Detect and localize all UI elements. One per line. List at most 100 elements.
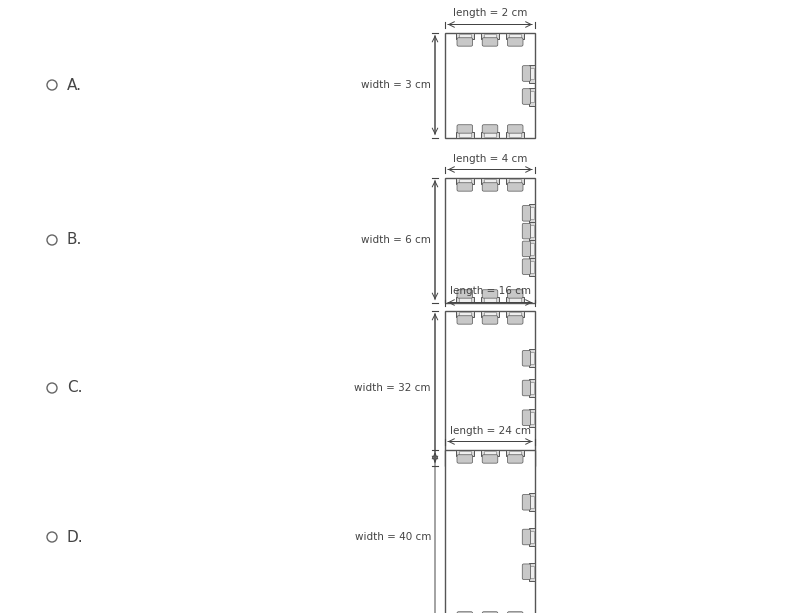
Bar	[445, 311, 535, 465]
Bar	[484, 311, 496, 316]
Bar	[484, 132, 496, 137]
Bar	[481, 297, 499, 302]
Bar	[530, 261, 534, 273]
Bar	[530, 207, 534, 219]
Bar	[459, 178, 470, 183]
Bar	[484, 297, 496, 302]
Text: width = 32 cm: width = 32 cm	[354, 383, 431, 393]
Bar	[484, 460, 496, 465]
Bar	[529, 257, 535, 276]
FancyBboxPatch shape	[522, 564, 530, 579]
Bar	[530, 243, 534, 255]
Bar	[529, 493, 535, 511]
Text: length = 2 cm: length = 2 cm	[453, 9, 527, 18]
Bar	[510, 297, 521, 302]
FancyBboxPatch shape	[457, 453, 473, 461]
FancyBboxPatch shape	[522, 351, 530, 366]
Bar	[510, 460, 521, 465]
Bar	[510, 178, 521, 183]
Text: C.: C.	[67, 381, 82, 395]
FancyBboxPatch shape	[507, 453, 523, 461]
Bar	[529, 563, 535, 581]
Bar	[530, 412, 534, 424]
Bar	[456, 297, 474, 302]
FancyBboxPatch shape	[522, 66, 530, 82]
FancyBboxPatch shape	[522, 89, 530, 104]
FancyBboxPatch shape	[457, 612, 473, 613]
Bar	[530, 382, 534, 394]
FancyBboxPatch shape	[522, 410, 530, 425]
Bar	[445, 32, 535, 137]
Bar	[529, 64, 535, 83]
Bar	[510, 311, 521, 316]
Bar	[530, 352, 534, 364]
Text: width = 3 cm: width = 3 cm	[361, 80, 431, 90]
Bar	[459, 451, 470, 455]
FancyBboxPatch shape	[482, 316, 498, 324]
Bar	[506, 33, 524, 39]
Bar	[529, 379, 535, 397]
Text: width = 40 cm: width = 40 cm	[354, 532, 431, 542]
FancyBboxPatch shape	[522, 241, 530, 257]
Bar	[484, 34, 496, 38]
FancyBboxPatch shape	[507, 183, 523, 191]
Bar	[481, 460, 499, 465]
Bar	[456, 450, 474, 456]
FancyBboxPatch shape	[457, 38, 473, 46]
Bar	[529, 222, 535, 240]
Bar	[530, 91, 534, 102]
FancyBboxPatch shape	[457, 290, 473, 298]
Bar	[506, 460, 524, 465]
Bar	[456, 33, 474, 39]
FancyBboxPatch shape	[507, 455, 523, 463]
Bar	[506, 178, 524, 184]
FancyBboxPatch shape	[482, 183, 498, 191]
Text: length = 16 cm: length = 16 cm	[450, 286, 530, 297]
Text: B.: B.	[67, 232, 82, 248]
Bar	[456, 132, 474, 137]
FancyBboxPatch shape	[482, 453, 498, 461]
Bar	[510, 34, 521, 38]
Bar	[506, 450, 524, 456]
Bar	[481, 450, 499, 456]
Bar	[529, 528, 535, 546]
Bar	[459, 132, 470, 137]
FancyBboxPatch shape	[507, 316, 523, 324]
Bar	[530, 67, 534, 79]
FancyBboxPatch shape	[482, 612, 498, 613]
Bar	[481, 132, 499, 137]
FancyBboxPatch shape	[507, 38, 523, 46]
Bar	[456, 460, 474, 465]
FancyBboxPatch shape	[482, 38, 498, 46]
Text: D.: D.	[67, 530, 84, 544]
Bar	[459, 311, 470, 316]
Bar	[529, 409, 535, 427]
Bar	[456, 178, 474, 184]
Bar	[529, 204, 535, 223]
FancyBboxPatch shape	[457, 316, 473, 324]
Bar	[481, 311, 499, 317]
Bar	[530, 225, 534, 237]
Bar	[459, 460, 470, 465]
FancyBboxPatch shape	[457, 455, 473, 463]
Bar	[456, 311, 474, 317]
FancyBboxPatch shape	[482, 455, 498, 463]
FancyBboxPatch shape	[522, 223, 530, 239]
FancyBboxPatch shape	[457, 125, 473, 133]
Bar	[530, 531, 534, 543]
Text: length = 24 cm: length = 24 cm	[450, 425, 530, 435]
Bar	[506, 132, 524, 137]
Bar	[445, 178, 535, 302]
Bar	[510, 132, 521, 137]
Bar	[510, 451, 521, 455]
FancyBboxPatch shape	[507, 290, 523, 298]
Text: A.: A.	[67, 77, 82, 93]
FancyBboxPatch shape	[507, 125, 523, 133]
FancyBboxPatch shape	[457, 183, 473, 191]
Bar	[529, 349, 535, 367]
Text: width = 6 cm: width = 6 cm	[361, 235, 431, 245]
FancyBboxPatch shape	[522, 495, 530, 510]
Bar	[445, 449, 535, 613]
Bar	[484, 451, 496, 455]
Bar	[481, 178, 499, 184]
